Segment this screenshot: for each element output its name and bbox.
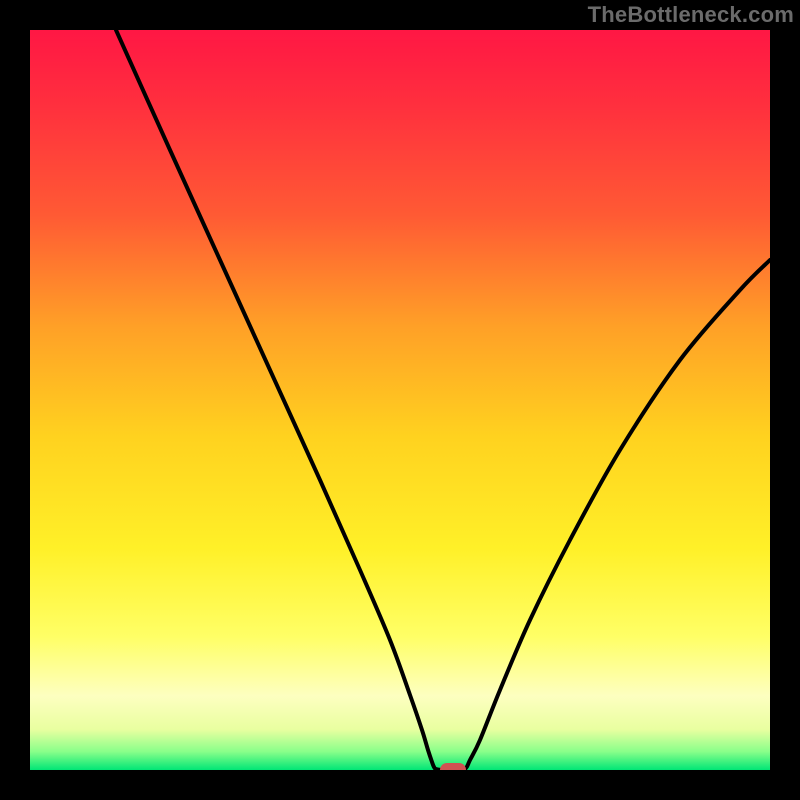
plot-background-gradient	[30, 30, 770, 770]
bottleneck-chart	[0, 0, 800, 800]
watermark-text: TheBottleneck.com	[588, 2, 794, 28]
chart-container: TheBottleneck.com	[0, 0, 800, 800]
